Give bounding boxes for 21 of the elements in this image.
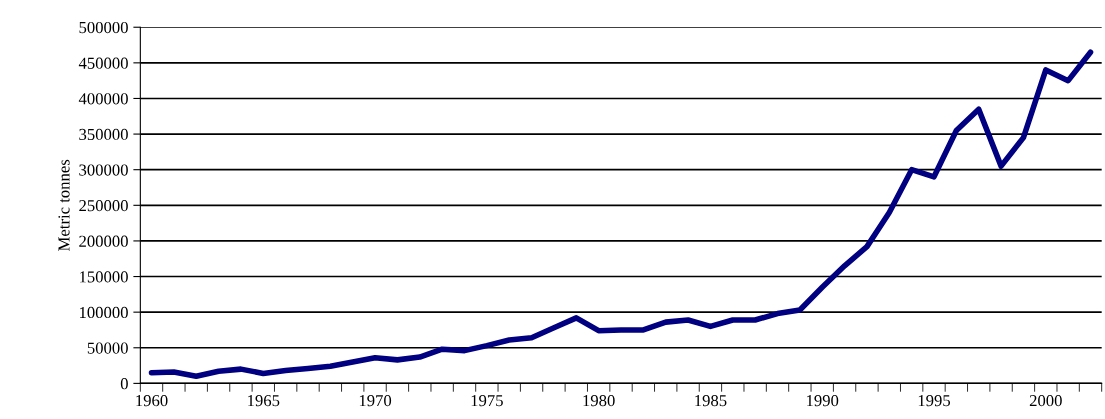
x-tick-label: 2000	[1029, 394, 1062, 407]
y-tick-label: 450000	[78, 57, 128, 69]
x-tick-label: 1990	[807, 394, 839, 407]
y-tick-label: 350000	[79, 128, 128, 141]
x-tick-label: 1995	[918, 395, 951, 407]
x-tick-label: 1960	[136, 394, 168, 407]
x-tick-label: 1970	[359, 394, 392, 407]
x-tick-label: 1985	[695, 394, 727, 407]
y-tick-label: 500000	[79, 21, 128, 34]
y-tick-label: 150000	[80, 271, 128, 283]
x-tick-label: 1980	[583, 394, 615, 407]
y-tick-label: 400000	[78, 93, 128, 105]
y-tick-label: 0	[120, 378, 128, 390]
y-tick-label: 200000	[79, 235, 128, 247]
y-tick-label: 250000	[79, 200, 128, 212]
y-tick-label: 50000	[87, 342, 128, 354]
x-tick-label: 1965	[248, 395, 280, 407]
x-tick-label: 1975	[471, 395, 503, 407]
y-axis-title: Metric tonnes	[58, 159, 70, 251]
y-tick-label: 300000	[79, 164, 128, 176]
y-tick-label: 100000	[80, 306, 128, 319]
